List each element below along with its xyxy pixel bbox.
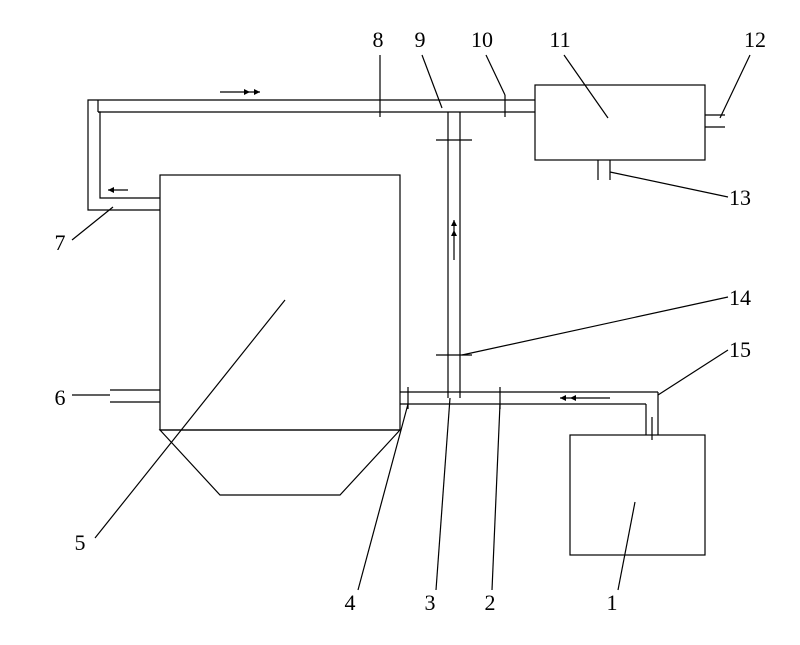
label-6: 6: [55, 385, 66, 410]
label-7: 7: [55, 230, 66, 255]
label-9: 9: [415, 27, 426, 52]
schematic-diagram: 123456789101112131415: [0, 0, 800, 645]
label-13: 13: [729, 185, 751, 210]
large-vessel-hopper: [160, 430, 400, 495]
leader-line-3: [436, 398, 450, 590]
pipe-port13: [598, 160, 610, 180]
top-unit-box: [535, 85, 705, 160]
pipe-bottom: [400, 392, 658, 435]
pipe-loop: [88, 100, 160, 210]
label-12: 12: [744, 27, 766, 52]
leader-line-5: [95, 300, 285, 538]
label-10: 10: [471, 27, 493, 52]
label-1: 1: [607, 590, 618, 615]
large-vessel-body: [160, 175, 400, 430]
label-11: 11: [549, 27, 570, 52]
label-3: 3: [425, 590, 436, 615]
label-4: 4: [345, 590, 356, 615]
leader-line-11: [564, 55, 608, 118]
flow-arrow-head-icon: [108, 187, 114, 193]
pipe-stub6: [110, 390, 160, 402]
flow-arrow-head-icon: [254, 89, 260, 95]
pipe-port12: [705, 115, 725, 127]
leader-line-7: [72, 207, 113, 240]
pipe-top_main: [98, 100, 535, 112]
leader-line-1: [618, 502, 635, 590]
right-unit-box: [570, 435, 705, 555]
leader-line-13: [610, 172, 728, 197]
flow-arrow-head-icon: [570, 395, 576, 401]
flow-arrow-head-icon: [244, 89, 250, 95]
label-2: 2: [485, 590, 496, 615]
leader-line-14: [462, 297, 728, 355]
leader-line-12: [720, 55, 750, 118]
flow-arrow-head-icon: [560, 395, 566, 401]
label-8: 8: [373, 27, 384, 52]
leader-line-10: [486, 55, 505, 95]
flow-arrow-head-icon: [451, 230, 457, 236]
label-5: 5: [75, 530, 86, 555]
leader-line-2: [492, 404, 500, 590]
label-14: 14: [729, 285, 751, 310]
leader-line-4: [358, 404, 408, 590]
label-15: 15: [729, 337, 751, 362]
flow-arrow-head-icon: [451, 220, 457, 226]
leader-line-15: [658, 350, 728, 395]
